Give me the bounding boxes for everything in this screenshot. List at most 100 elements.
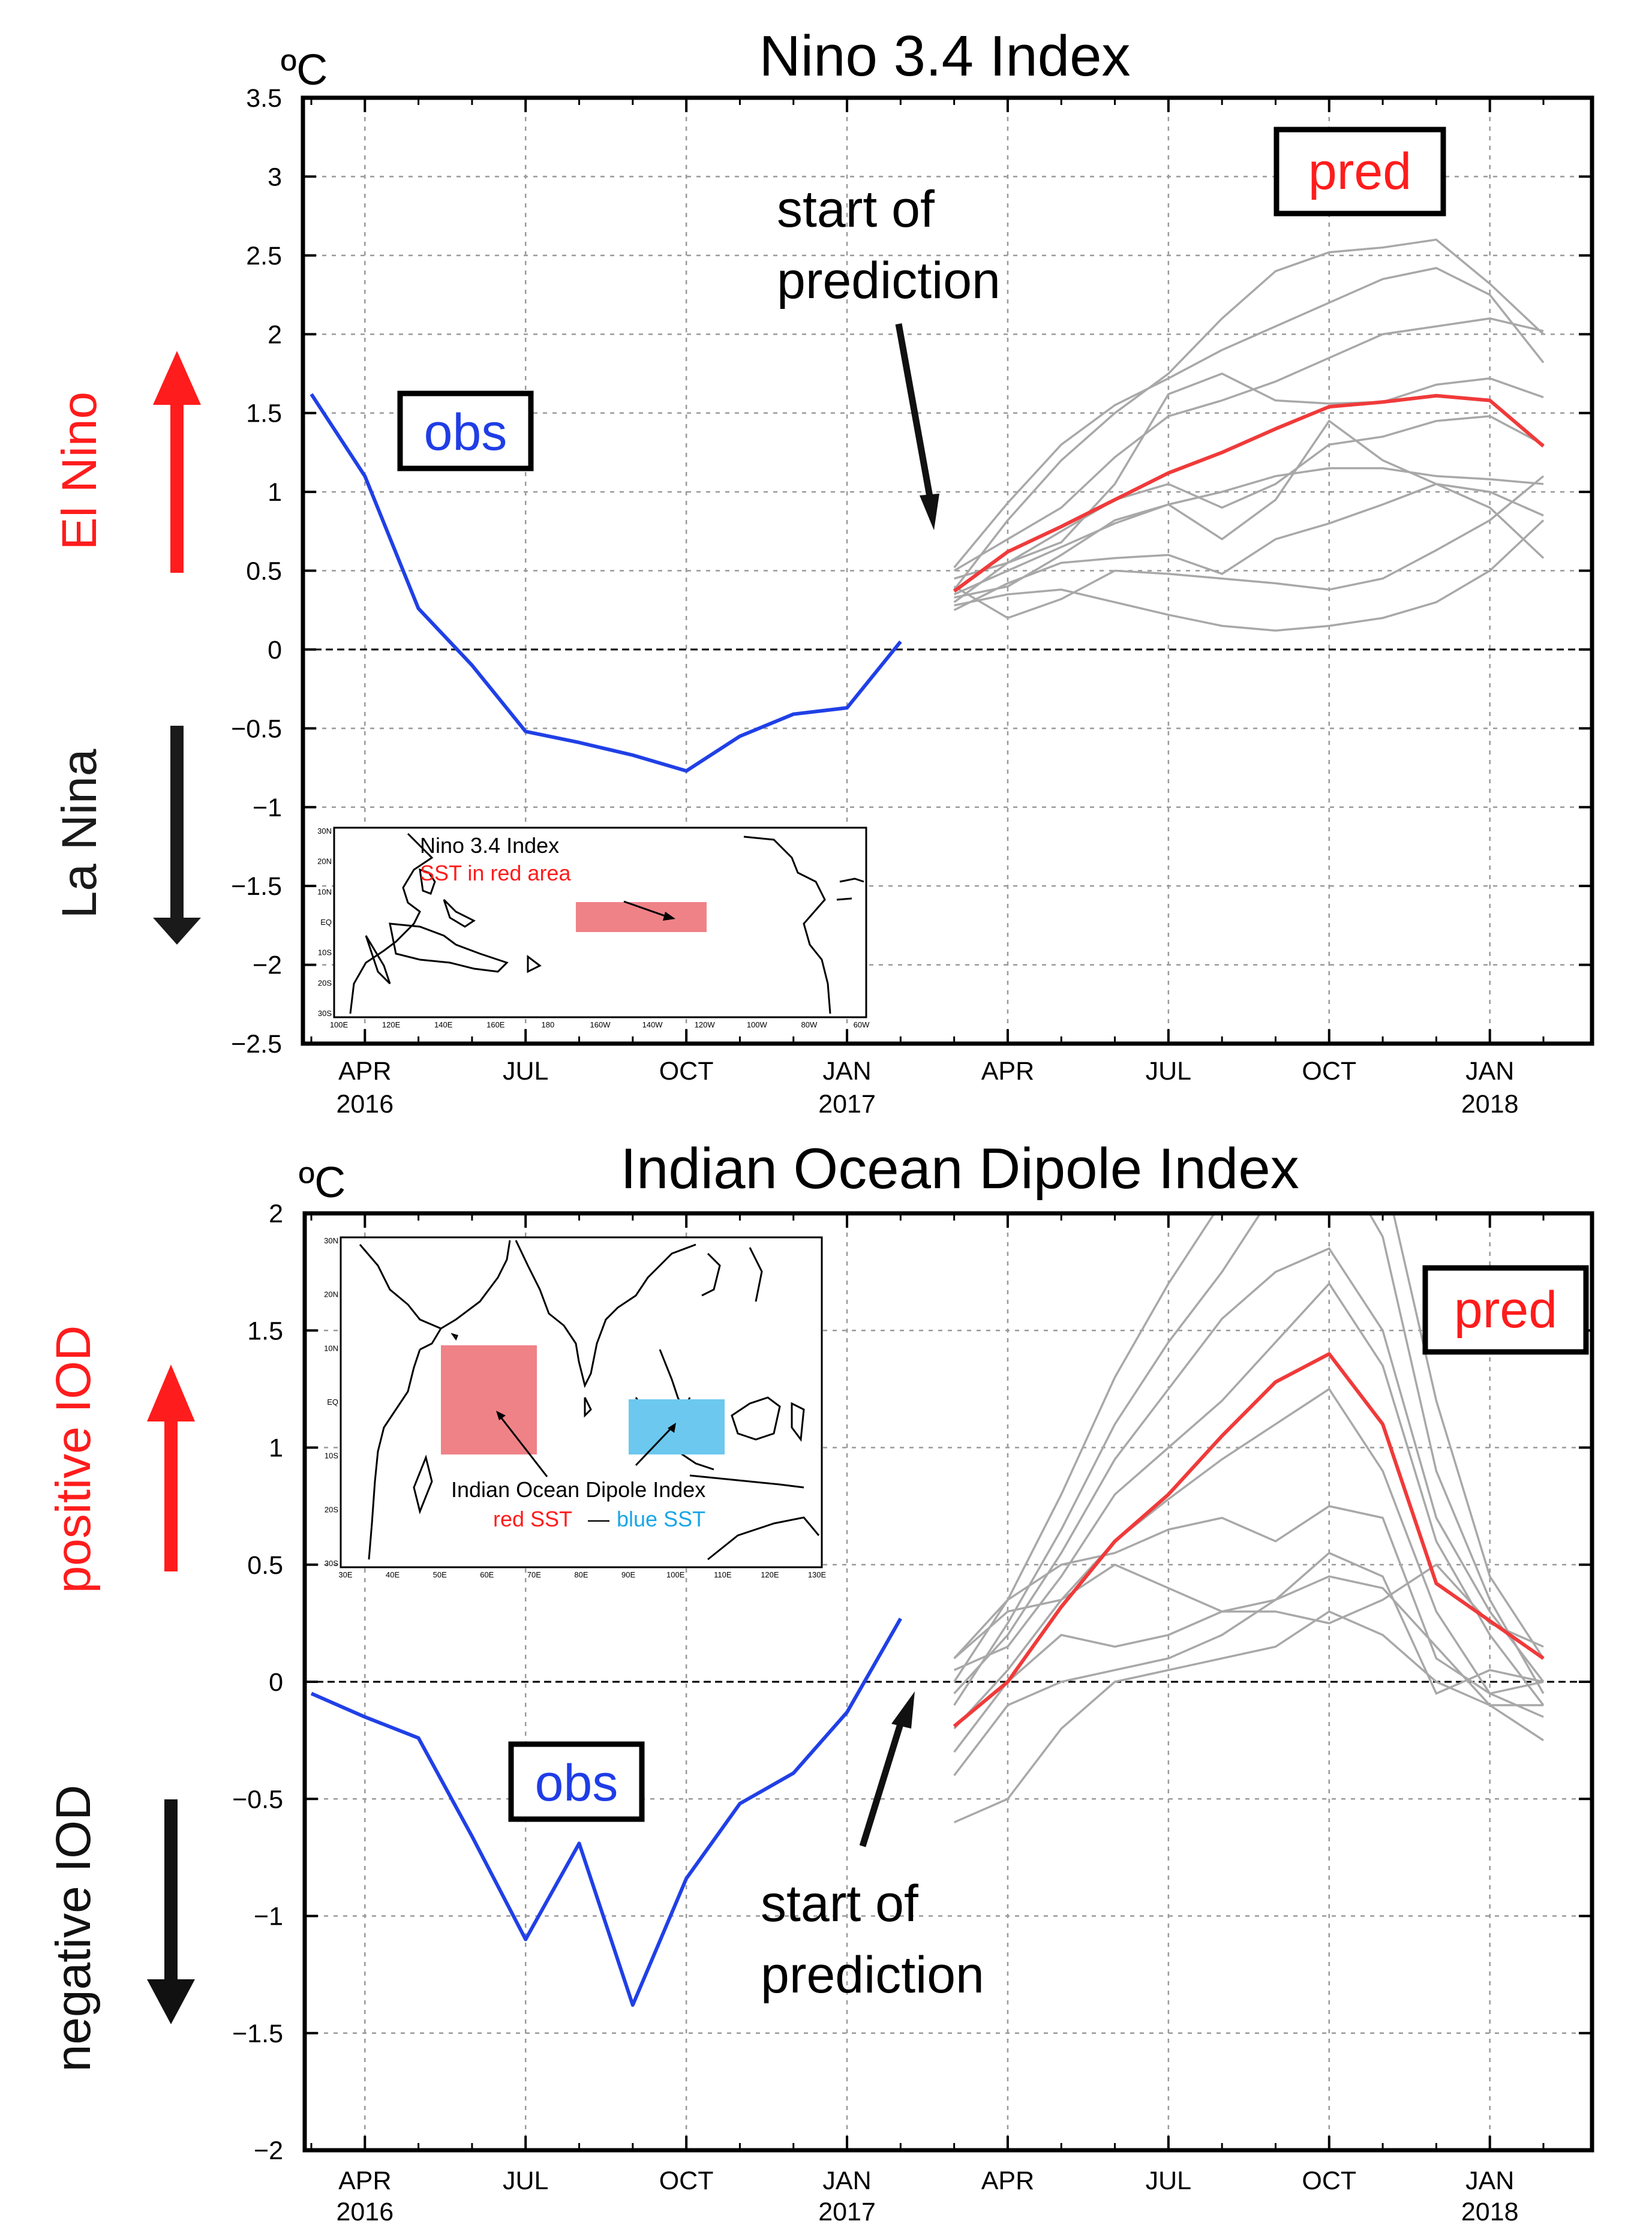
map-lon-label: 80W: [801, 1020, 818, 1029]
ensemble-member-line: [953, 1213, 1545, 1706]
ensemble-member-line: [954, 519, 1545, 632]
map-lon-label: 100W: [747, 1020, 768, 1029]
map-lat-label: EQ: [320, 918, 332, 927]
y-tick-label: −1.5: [232, 2019, 283, 2048]
x-tick-label: JUL: [1146, 2166, 1191, 2195]
y-tick-label: −0.5: [231, 714, 282, 743]
map-lon-label: 140E: [434, 1020, 453, 1029]
pred-box: [1273, 127, 1446, 217]
pred-box: [1422, 1265, 1589, 1355]
map-lon-label: 140W: [642, 1020, 663, 1029]
x-tick-label: JUL: [1146, 1057, 1191, 1086]
x-tick-year: 2018: [1461, 1090, 1519, 1119]
y-tick-label: −2: [253, 951, 282, 980]
inset-subtitle: SST in red area: [420, 861, 571, 885]
ensemble-member-line: [953, 1387, 1544, 1730]
x-tick-year: 2016: [336, 2198, 394, 2224]
x-tick-label: OCT: [1302, 1057, 1356, 1086]
y-tick-label: −1.5: [231, 872, 282, 901]
map-lat-label: 30N: [324, 1236, 338, 1245]
x-tick-label: OCT: [659, 1057, 714, 1086]
map-lon-label: 120E: [761, 1570, 779, 1579]
plot-frame: [301, 95, 1594, 1046]
pred-label: pred: [1454, 1281, 1557, 1339]
map-lon-label: 160E: [486, 1020, 505, 1029]
y-tick-label: 3.5: [246, 84, 282, 113]
map-lon-label: 120W: [695, 1020, 716, 1029]
ensemble-member-line: [953, 483, 1545, 611]
map-lon-label: 110E: [714, 1570, 732, 1579]
y-tick-label: 1: [268, 478, 282, 507]
ensemble-member-line: [953, 1247, 1545, 1694]
ensemble-member-line: [953, 267, 1545, 569]
ensemble-member-line: [953, 372, 1544, 603]
y-tick-label: 2.5: [246, 242, 282, 271]
map-lat-label: 20S: [325, 1505, 338, 1514]
inset-arrow: [623, 900, 675, 921]
inset-arrow-blue: [635, 1423, 676, 1466]
map-lon-label: 40E: [386, 1570, 400, 1579]
nino34-map-inset: Nino 3.4 Index SST in red area 30N 20N 10N…: [317, 827, 870, 1029]
y-tick-label: 0.5: [247, 1551, 283, 1580]
y-tick-label: 0: [269, 1668, 283, 1697]
map-lon-label: 80E: [574, 1570, 588, 1579]
y-tick-label: 2: [269, 1200, 283, 1228]
x-tick-year: 2016: [336, 1090, 394, 1119]
map-lon-label: 160W: [590, 1020, 611, 1029]
x-tick-year: 2017: [818, 2198, 876, 2224]
ensemble-member-line: [953, 1610, 1543, 1823]
obs-box: [397, 390, 534, 471]
ensemble-member-line: [954, 419, 1544, 599]
iod-east-region: [629, 1399, 725, 1454]
la-nina-arrow: [153, 726, 201, 945]
map-lon-label: 180: [542, 1020, 555, 1029]
positive-iod-arrow: [147, 1365, 195, 1571]
x-tick-label: APR: [981, 1057, 1034, 1086]
map-lon-label: 130E: [808, 1570, 827, 1579]
map-lat-label: 20N: [317, 857, 332, 866]
ensemble-member-line: [953, 1563, 1544, 1660]
negative-iod-label: negative IOD: [46, 1785, 101, 2072]
inset-blue-label: blue SST: [617, 1507, 705, 1531]
ensemble-member-line: [953, 1505, 1544, 1695]
x-tick-label: JAN: [822, 1057, 871, 1086]
ensemble-mean-line: [953, 393, 1545, 593]
ensemble-member-line: [953, 1575, 1544, 1777]
y-tick-label: 3: [268, 163, 282, 191]
negative-iod-arrow: [147, 1799, 195, 2024]
map-lat-label: 20N: [324, 1290, 338, 1299]
map-lat-label: 10N: [317, 887, 332, 896]
map-lat-label: 10S: [318, 948, 332, 957]
map-lat-label: 30N: [317, 827, 332, 835]
x-tick-label: APR: [338, 2166, 391, 2195]
map-lat-label: 20S: [318, 978, 332, 987]
map-lon-label: 120E: [382, 1020, 401, 1029]
obs-box: [508, 1741, 645, 1822]
annotation-arrow: [895, 323, 939, 530]
y-tick-label: −0.5: [232, 1785, 283, 1814]
map-lon-label: 90E: [621, 1570, 635, 1579]
chart-title: Indian Ocean Dipole Index: [620, 1137, 1299, 1201]
coastlines: [349, 833, 864, 1014]
x-tick-year: 2017: [818, 1090, 876, 1119]
el-nino-arrow: [153, 351, 201, 573]
annotation-arrow: [859, 1691, 915, 1847]
x-tick-label: JAN: [1465, 2166, 1514, 2195]
x-tick-label: JUL: [503, 1057, 548, 1086]
x-tick-label: APR: [338, 1057, 391, 1086]
map-lon-label: 100E: [330, 1020, 349, 1029]
ensemble-member-line: [954, 415, 1544, 580]
observed-line: [310, 1618, 902, 2007]
plot-frame: [302, 1211, 1594, 2153]
observed-line: [310, 393, 902, 773]
map-lat-label: 10N: [324, 1344, 338, 1353]
map-lat-label: EQ: [327, 1397, 338, 1406]
y-tick-label: −2: [254, 2136, 283, 2165]
y-tick-label: 1.5: [247, 1317, 283, 1345]
y-tick-label: 0: [268, 636, 282, 665]
annotation-line-2: prediction: [777, 252, 1001, 309]
ensemble-member-line: [953, 1282, 1545, 1706]
map-lat-label: 30S: [325, 1559, 338, 1568]
x-tick-label: JUL: [503, 2166, 548, 2195]
